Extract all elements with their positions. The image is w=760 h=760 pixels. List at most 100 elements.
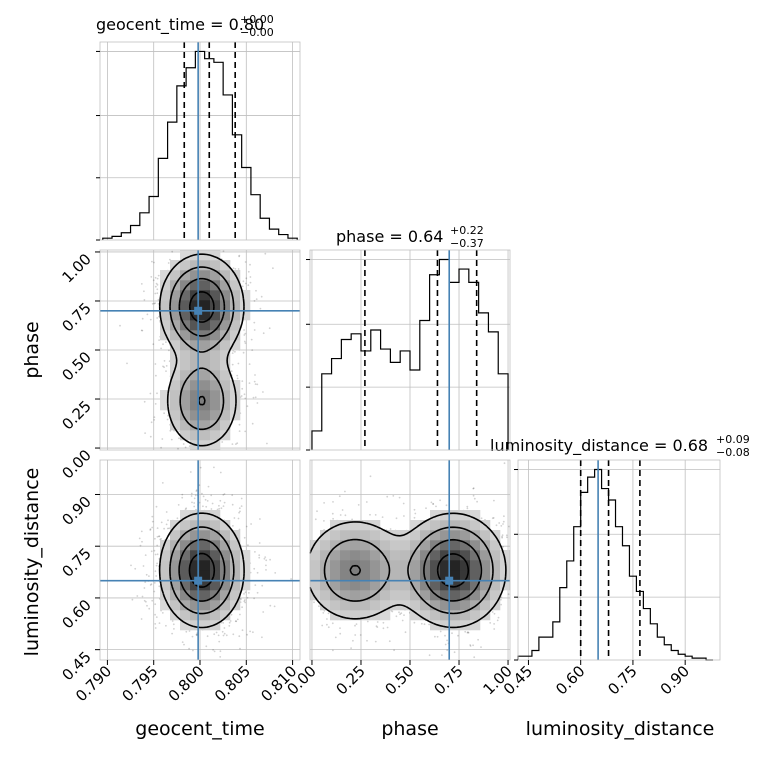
sample-point — [263, 557, 266, 560]
joint-phase-luminosity_distance — [309, 459, 511, 661]
sample-point — [213, 650, 216, 653]
sample-point — [160, 446, 163, 449]
sample-point — [231, 443, 234, 445]
sample-point — [339, 632, 342, 635]
sample-point — [476, 500, 478, 503]
sample-point — [435, 505, 437, 508]
density-cell — [170, 550, 181, 561]
sample-point — [247, 270, 250, 273]
x-tick-label-phase: 0.50 — [381, 662, 417, 698]
xlabel-geocent_time: geocent_time — [135, 718, 264, 740]
sample-point — [501, 536, 503, 539]
sample-point — [185, 630, 188, 633]
density-cell — [430, 570, 441, 581]
density-cell — [180, 550, 191, 561]
density-cell — [330, 570, 341, 581]
density-cell — [370, 570, 381, 581]
density-cell — [200, 390, 211, 401]
sample-point — [130, 564, 132, 567]
density-cell — [380, 560, 391, 571]
density-cell — [410, 560, 421, 571]
density-cell — [460, 590, 471, 601]
density-cell — [500, 580, 511, 591]
sample-point — [238, 507, 241, 510]
density-cell — [190, 390, 201, 401]
density-cell — [340, 610, 351, 621]
sample-point — [165, 365, 168, 367]
density-cell — [310, 580, 321, 591]
density-cell — [340, 570, 351, 581]
density-cell — [180, 380, 191, 391]
density-cell — [420, 540, 431, 551]
sample-point — [423, 623, 426, 626]
sample-point — [261, 584, 264, 587]
sample-point — [339, 627, 341, 629]
density-cell — [410, 520, 421, 531]
density-cell — [200, 590, 211, 601]
contour-line — [169, 526, 235, 615]
sample-point — [234, 620, 237, 623]
sample-point — [192, 649, 194, 652]
panel-frame — [517, 459, 721, 661]
density-cell — [420, 550, 431, 561]
sample-point — [223, 632, 226, 635]
density-cell — [200, 270, 211, 281]
y-tick-label-phase: 0.00 — [58, 446, 94, 482]
density-cell — [220, 600, 231, 611]
density-cell — [340, 550, 351, 561]
sample-point — [444, 643, 447, 646]
density-cell — [470, 540, 481, 551]
density-cell — [190, 560, 201, 571]
sample-point — [150, 276, 153, 278]
density-cell — [350, 590, 361, 601]
sample-point — [158, 585, 161, 588]
sample-point — [472, 487, 475, 490]
sample-point — [382, 627, 385, 630]
density-cell — [420, 520, 431, 531]
density-cell — [190, 550, 201, 561]
density-cell — [220, 300, 231, 311]
sample-point — [495, 524, 498, 527]
density-cell — [400, 600, 411, 611]
density-cell — [320, 530, 331, 541]
sample-point — [151, 526, 154, 529]
density-cell — [220, 340, 231, 351]
density-cell — [220, 350, 231, 361]
sample-point — [395, 615, 398, 618]
density-cell — [420, 590, 431, 601]
density-cell — [470, 580, 481, 591]
sample-point — [219, 471, 222, 474]
density-cell — [190, 350, 201, 361]
sample-point — [161, 482, 164, 484]
density-cell — [240, 550, 251, 561]
sample-point — [265, 569, 267, 571]
density-cell — [470, 520, 481, 531]
density-cell — [220, 610, 231, 621]
sample-point — [139, 544, 142, 547]
density-cell — [400, 580, 411, 591]
y-tick-label-phase: 0.25 — [58, 397, 94, 433]
density-cell — [190, 300, 201, 311]
sample-point — [202, 495, 205, 498]
sample-point — [466, 505, 469, 508]
density-cell — [170, 390, 181, 401]
sample-point — [237, 517, 240, 520]
density-cell — [480, 570, 491, 581]
sample-point — [469, 644, 472, 646]
density-cell — [430, 620, 441, 631]
density-cell — [410, 580, 421, 591]
density-cell — [180, 580, 191, 591]
sample-point — [219, 650, 222, 653]
sample-point — [395, 517, 398, 520]
sample-point — [492, 517, 495, 519]
density-cell — [490, 540, 501, 551]
sample-point — [501, 534, 504, 536]
density-cell — [210, 250, 221, 261]
density-cell — [230, 590, 241, 601]
density-cell — [470, 590, 481, 601]
sample-point — [153, 261, 155, 264]
sample-point — [210, 494, 213, 497]
density-cell — [190, 410, 201, 421]
sample-point — [493, 628, 496, 630]
sample-point — [493, 623, 495, 625]
